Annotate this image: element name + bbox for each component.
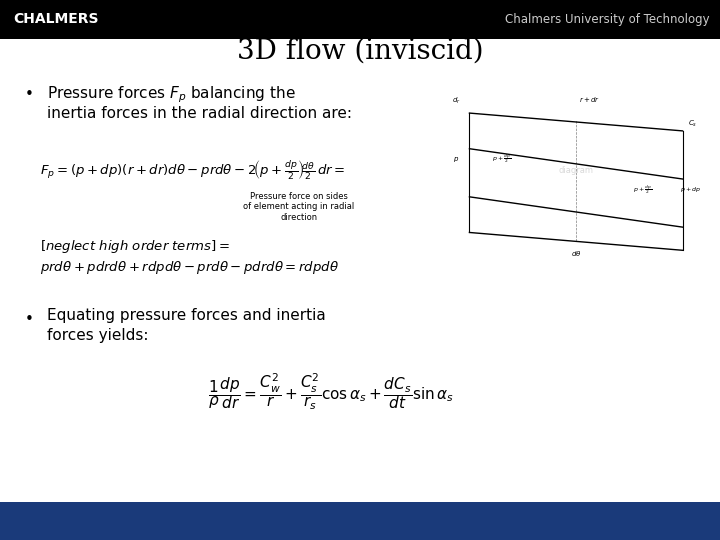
Text: inertia forces in the radial direction are:: inertia forces in the radial direction a…: [47, 106, 352, 121]
Text: $r+dr$: $r+dr$: [579, 96, 600, 104]
Text: $p$: $p$: [453, 155, 459, 164]
Text: $p+\frac{dp}{2}$: $p+\frac{dp}{2}$: [492, 153, 511, 165]
Text: $p+dp$: $p+dp$: [680, 185, 701, 194]
Text: $d\theta$: $d\theta$: [571, 248, 581, 258]
Bar: [0, 502, 720, 540]
Text: diagram: diagram: [559, 166, 593, 174]
Text: •: •: [25, 312, 34, 327]
Text: Equating pressure forces and inertia: Equating pressure forces and inertia: [47, 308, 325, 323]
Text: CHALMERS: CHALMERS: [13, 12, 99, 26]
Text: forces yields:: forces yields:: [47, 328, 148, 343]
Bar: [0, 0, 720, 39]
Text: •: •: [25, 87, 34, 102]
Text: Pressure forces $F_p$ balancing the: Pressure forces $F_p$ balancing the: [47, 84, 295, 105]
Text: 3D flow (inviscid): 3D flow (inviscid): [237, 38, 483, 65]
Text: Pressure force on sides
of element acting in radial
direction: Pressure force on sides of element actin…: [243, 192, 354, 222]
Text: $F_p = (p+dp)(r+dr)d\theta - prd\theta - 2\!\left(p + \frac{dp}{2}\right)\!\frac: $F_p = (p+dp)(r+dr)d\theta - prd\theta -…: [40, 158, 345, 182]
Text: $prd\theta + pdrd\theta + rdpd\theta - prd\theta - pdrd\theta = rdpd\theta$: $prd\theta + pdrd\theta + rdpd\theta - p…: [40, 259, 338, 276]
Text: $C_s$: $C_s$: [688, 119, 697, 129]
Text: $\dfrac{1}{\rho}\dfrac{dp}{dr} = \dfrac{C_w^2}{r} + \dfrac{C_s^2}{r_s}\cos\alpha: $\dfrac{1}{\rho}\dfrac{dp}{dr} = \dfrac{…: [208, 371, 454, 412]
Text: Chalmers University of Technology: Chalmers University of Technology: [505, 13, 709, 26]
Text: $d_r$: $d_r$: [451, 96, 461, 106]
Text: $p+\frac{dp}{2}$: $p+\frac{dp}{2}$: [633, 183, 652, 195]
Text: $[neglect\ high\ order\ terms]=$: $[neglect\ high\ order\ terms]=$: [40, 238, 230, 255]
